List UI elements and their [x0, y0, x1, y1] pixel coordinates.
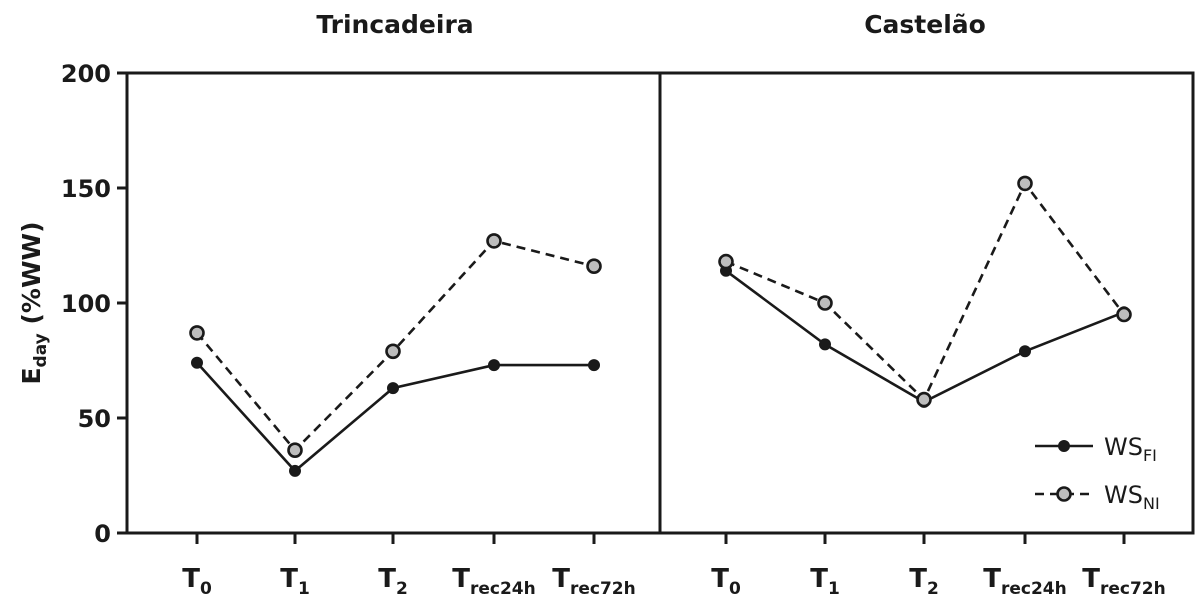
x-tick-label-subscript: 1 — [828, 579, 840, 599]
x-axis: T0 T1 T2 Trec24h Trec72h T0 T1 T2 Trec24h Trec72h — [182, 533, 1166, 599]
legend-marker-filled — [1058, 440, 1070, 452]
y-axis-label-main: E — [17, 367, 46, 384]
panel-title: Trincadeira — [316, 10, 473, 39]
data-point-filled — [819, 338, 831, 351]
x-tick-label: T1 — [280, 564, 310, 599]
x-tick-label-main: T — [1082, 564, 1100, 594]
data-point-open — [385, 343, 401, 360]
series-line — [725, 269, 1125, 404]
x-tick-label-subscript: rec24h — [470, 579, 536, 599]
series-line — [725, 180, 1126, 402]
x-tick-label: T2 — [378, 564, 408, 599]
data-point-filled — [1019, 345, 1031, 358]
y-tick-label: 0 — [94, 520, 111, 548]
data-point-filled — [387, 382, 399, 395]
data-point-open — [586, 258, 602, 275]
x-tick-label-main: T — [810, 564, 828, 594]
legend-label: WSNI — [1104, 481, 1160, 513]
x-tick-label-main: T — [552, 564, 570, 594]
y-tick-label: 50 — [78, 405, 111, 433]
x-tick-label: Trec72h — [1082, 564, 1166, 599]
data-point-open — [1116, 306, 1132, 323]
legend-label-main: WS — [1104, 433, 1143, 461]
x-tick-label: T0 — [711, 564, 741, 599]
x-tick-label-subscript: 2 — [396, 579, 408, 599]
x-tick-label-main: T — [452, 564, 470, 594]
x-tick-label-subscript: rec72h — [1100, 579, 1166, 599]
data-point-open — [718, 253, 734, 270]
data-point-open — [287, 442, 303, 459]
y-axis-label-subscript: day — [31, 333, 51, 367]
series-layer — [189, 175, 1132, 477]
x-tick-label-main: T — [909, 564, 927, 594]
x-tick-label-subscript: rec72h — [570, 579, 636, 599]
legend-marker-open — [1056, 486, 1072, 502]
x-tick-label-main: T — [711, 564, 729, 594]
y-axis-label-unit: (%WW) — [17, 221, 46, 333]
x-tick-label-main: T — [182, 564, 200, 594]
data-point-open — [486, 233, 502, 249]
x-tick-label-subscript: 0 — [200, 579, 212, 599]
panel-titles: Trincadeira Castelão — [316, 10, 985, 39]
data-point-filled — [191, 356, 203, 369]
x-tick-label: Trec72h — [552, 564, 636, 599]
x-tick-label-main: T — [280, 564, 298, 594]
x-tick-label: T0 — [182, 564, 212, 599]
legend-label-subscript: FI — [1143, 446, 1157, 465]
data-point-open — [1017, 175, 1033, 192]
data-point-filled — [289, 464, 301, 477]
panel-title: Castelão — [864, 10, 986, 39]
series-line — [196, 361, 594, 473]
data-point-open — [916, 391, 932, 408]
data-point-open — [817, 295, 833, 311]
y-tick-label: 200 — [61, 60, 111, 88]
data-point-filled — [588, 359, 600, 372]
x-tick-label: Trec24h — [452, 564, 536, 599]
legend-label-main: WS — [1104, 481, 1143, 509]
y-axis: 0 50 100 150 200 Eday (%WW) — [17, 60, 127, 548]
data-point-open — [189, 325, 205, 341]
x-tick-label-main: T — [378, 564, 396, 594]
x-tick-label-subscript: rec24h — [1001, 579, 1067, 599]
x-tick-label-main: T — [983, 564, 1001, 594]
x-tick-label: Trec24h — [983, 564, 1067, 599]
legend-label: WSFI — [1104, 433, 1157, 465]
y-tick-label: 150 — [61, 175, 111, 203]
x-tick-label-subscript: 1 — [298, 579, 310, 599]
legend-label-subscript: NI — [1143, 494, 1160, 513]
data-point-filled — [488, 359, 500, 372]
y-tick-label: 100 — [61, 290, 111, 318]
plot-frame — [125, 71, 1195, 535]
x-tick-label: T1 — [810, 564, 840, 599]
y-axis-label: Eday (%WW) — [17, 221, 51, 384]
x-tick-label: T2 — [909, 564, 939, 599]
x-tick-label-subscript: 0 — [729, 579, 741, 599]
x-tick-label-subscript: 2 — [927, 579, 939, 599]
